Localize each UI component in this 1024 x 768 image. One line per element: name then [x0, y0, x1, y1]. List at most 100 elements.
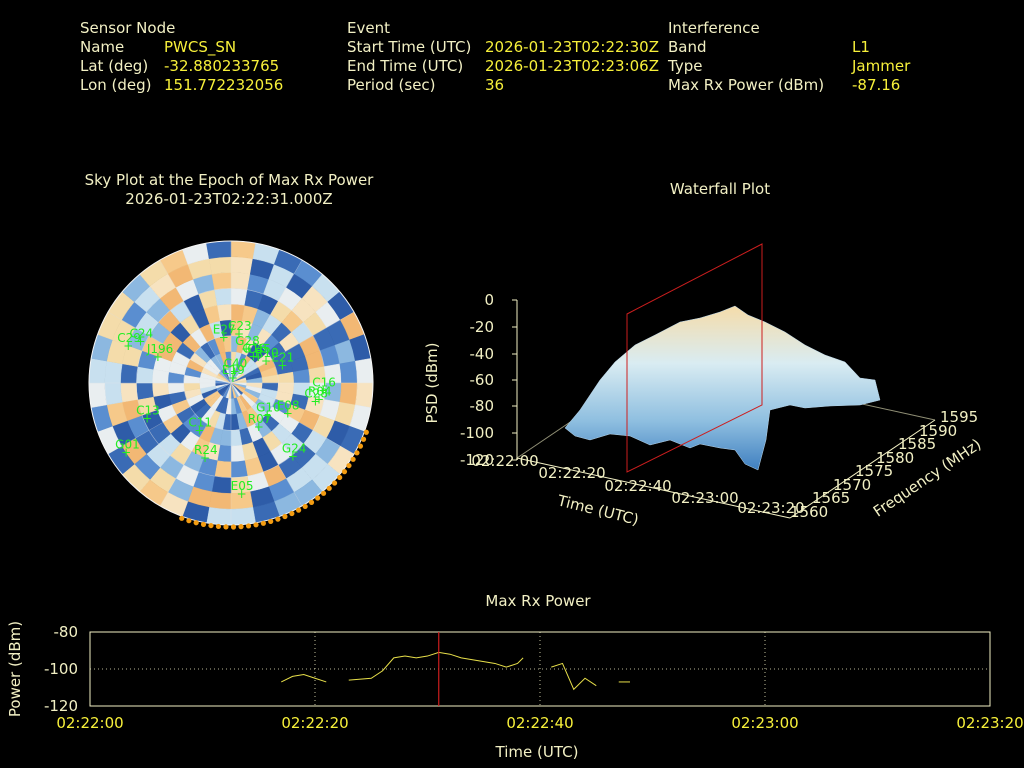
satellite-marker: +	[283, 407, 293, 421]
sky-cell	[241, 410, 255, 428]
sky-cell	[135, 430, 159, 455]
sky-mask-dot	[215, 523, 222, 530]
sensor-lon-label: Lon (deg)	[80, 76, 152, 94]
sky-cell	[90, 334, 113, 362]
z-tick-label: -80	[470, 397, 495, 415]
sky-cell	[230, 491, 254, 510]
satellite-label: C24	[129, 326, 153, 340]
sky-cell	[230, 507, 256, 526]
sky-cell	[349, 334, 372, 362]
satellite-marker: +	[135, 334, 145, 348]
sky-mask-dot	[346, 462, 352, 469]
sky-mask-dot	[331, 480, 338, 486]
sky-cell	[207, 338, 221, 356]
sky-cell	[326, 420, 350, 447]
sky-cell	[209, 320, 224, 339]
sky-cell	[238, 427, 253, 446]
z-tick-label: -40	[470, 345, 495, 363]
z-axis-label: PSD (dBm)	[423, 342, 441, 423]
sky-cell	[159, 455, 184, 479]
sky-cell	[219, 397, 229, 415]
satellite-label: E19	[222, 363, 245, 377]
satellite-marker: +	[200, 451, 210, 465]
sky-cell	[293, 259, 323, 287]
sky-cell	[238, 320, 253, 339]
sky-cell	[254, 398, 273, 414]
sky-cell	[219, 429, 232, 447]
sky-cell	[230, 382, 244, 396]
sky-cell	[199, 323, 216, 343]
sky-cell	[303, 311, 327, 336]
back-axis	[516, 359, 663, 459]
satellite-marker: +	[277, 359, 287, 373]
sky-cell	[230, 382, 240, 399]
sky-mask-dot	[360, 436, 367, 442]
event-period-label: Period (sec)	[347, 76, 436, 94]
sky-cell	[238, 394, 252, 411]
sky-cell	[158, 310, 181, 333]
sky-cell	[245, 371, 263, 381]
sky-cell	[270, 300, 293, 323]
sky-azimuth-line	[230, 382, 355, 455]
sky-cell	[121, 301, 147, 329]
sky-cell	[279, 332, 300, 352]
sky-cell	[308, 382, 326, 400]
sky-cell	[228, 382, 232, 399]
sky-cell	[90, 404, 113, 432]
sky-cell	[246, 323, 263, 343]
sky-cell	[121, 437, 147, 465]
sky-cell	[268, 264, 295, 288]
sky-cell	[162, 332, 183, 352]
sky-cell	[148, 422, 171, 445]
satellite-marker: +	[318, 383, 328, 397]
sky-cell	[175, 278, 199, 302]
sky-cell	[180, 314, 200, 335]
sky-cell	[233, 351, 243, 369]
sky-cell	[340, 425, 365, 455]
sky-cell	[211, 272, 232, 291]
satellite-marker: +	[241, 342, 251, 356]
sky-cell	[159, 249, 189, 274]
satellite-marker: +	[123, 339, 133, 353]
sky-cell	[247, 274, 270, 295]
sky-cell	[311, 273, 341, 303]
sky-mask-dot	[326, 485, 332, 491]
sky-cell	[217, 444, 232, 463]
sky-cell	[215, 374, 232, 384]
sky-cell	[340, 311, 365, 341]
sky-cell	[323, 382, 342, 403]
y-tick-label: 1580	[876, 449, 914, 467]
sky-cell	[254, 352, 273, 368]
sky-cell	[230, 256, 254, 275]
sky-cell	[323, 363, 342, 384]
sky-cell	[215, 382, 232, 392]
satellite-marker: +	[253, 350, 263, 364]
sky-cell	[240, 358, 256, 374]
sky-cell	[137, 396, 158, 416]
sky-cell	[176, 406, 196, 424]
sky-cell	[230, 367, 240, 384]
satellite-label: E27	[213, 322, 236, 336]
sky-cell	[184, 388, 202, 400]
waterfall-surface	[564, 305, 881, 471]
sky-cell	[136, 382, 154, 400]
sky-cell	[326, 319, 350, 346]
sky-cell	[187, 258, 213, 280]
satellite-marker: +	[262, 409, 272, 423]
sky-cell	[230, 382, 247, 389]
sky-cell	[266, 406, 286, 424]
sky-cell	[299, 335, 321, 357]
sky-cell	[230, 382, 237, 399]
y-tick-label: 1590	[919, 422, 957, 440]
sky-cell	[158, 433, 181, 456]
satellite-marker: +	[254, 420, 264, 434]
sky-cell	[167, 478, 194, 502]
sky-mask-dot	[341, 469, 348, 475]
sky-cell	[245, 385, 263, 395]
sky-cell	[199, 423, 216, 443]
sky-cell	[251, 403, 268, 420]
sky-cell	[275, 390, 294, 405]
sky-cell	[187, 486, 213, 508]
satellite-label: C13	[136, 403, 160, 417]
